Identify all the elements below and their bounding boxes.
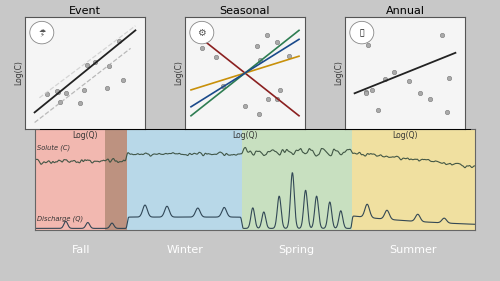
Point <box>272 97 280 101</box>
Point <box>426 97 434 101</box>
Text: Summer: Summer <box>390 245 437 255</box>
Point <box>390 70 398 75</box>
Title: Seasonal: Seasonal <box>220 6 270 16</box>
Text: Fall: Fall <box>72 245 90 255</box>
Point <box>115 38 123 43</box>
Point <box>446 75 454 80</box>
Point <box>242 104 250 108</box>
Title: Annual: Annual <box>386 6 424 16</box>
Point <box>264 97 272 101</box>
Bar <box>128 129 242 230</box>
Point <box>56 100 64 105</box>
Point <box>198 46 206 51</box>
Point <box>102 85 110 90</box>
Point <box>76 101 84 106</box>
Text: Winter: Winter <box>166 245 203 255</box>
Point <box>416 90 424 95</box>
Text: 📅: 📅 <box>360 28 364 37</box>
Text: Solute (C): Solute (C) <box>37 144 70 151</box>
X-axis label: Log(Q): Log(Q) <box>392 131 418 140</box>
Point <box>212 55 220 59</box>
Point <box>443 110 451 114</box>
Point <box>219 83 227 88</box>
Point <box>254 44 262 49</box>
Bar <box>35 129 128 230</box>
Point <box>382 77 390 81</box>
Point <box>52 89 60 94</box>
Text: ⚙: ⚙ <box>198 28 206 38</box>
Point <box>276 88 283 92</box>
Point <box>438 33 446 37</box>
Point <box>368 88 376 93</box>
Circle shape <box>190 21 214 44</box>
Circle shape <box>350 21 374 44</box>
Point <box>43 92 51 96</box>
Point <box>54 90 62 95</box>
Point <box>362 91 370 95</box>
Point <box>106 64 114 69</box>
Point <box>80 88 88 93</box>
Point <box>119 78 127 83</box>
Point <box>256 57 264 62</box>
Point <box>62 91 70 95</box>
Y-axis label: Log(C): Log(C) <box>14 61 24 85</box>
Point <box>82 62 90 67</box>
Point <box>254 112 262 116</box>
Text: Discharge (Q): Discharge (Q) <box>37 215 84 221</box>
Point <box>262 32 270 37</box>
Text: ☁
⚡: ☁ ⚡ <box>38 27 46 38</box>
Y-axis label: Log(C): Log(C) <box>334 61 344 85</box>
Point <box>364 43 372 47</box>
Bar <box>106 129 128 230</box>
Bar <box>242 129 352 230</box>
Text: Spring: Spring <box>278 245 315 255</box>
Point <box>91 60 99 64</box>
Circle shape <box>30 21 54 44</box>
X-axis label: Log(Q): Log(Q) <box>232 131 258 140</box>
Y-axis label: Log(C): Log(C) <box>174 61 184 85</box>
Point <box>286 54 294 58</box>
Point <box>273 40 281 44</box>
Title: Event: Event <box>69 6 101 16</box>
Point <box>405 79 413 83</box>
Point <box>362 89 370 94</box>
Bar <box>352 129 475 230</box>
X-axis label: Log(Q): Log(Q) <box>72 131 98 140</box>
Point <box>374 108 382 113</box>
